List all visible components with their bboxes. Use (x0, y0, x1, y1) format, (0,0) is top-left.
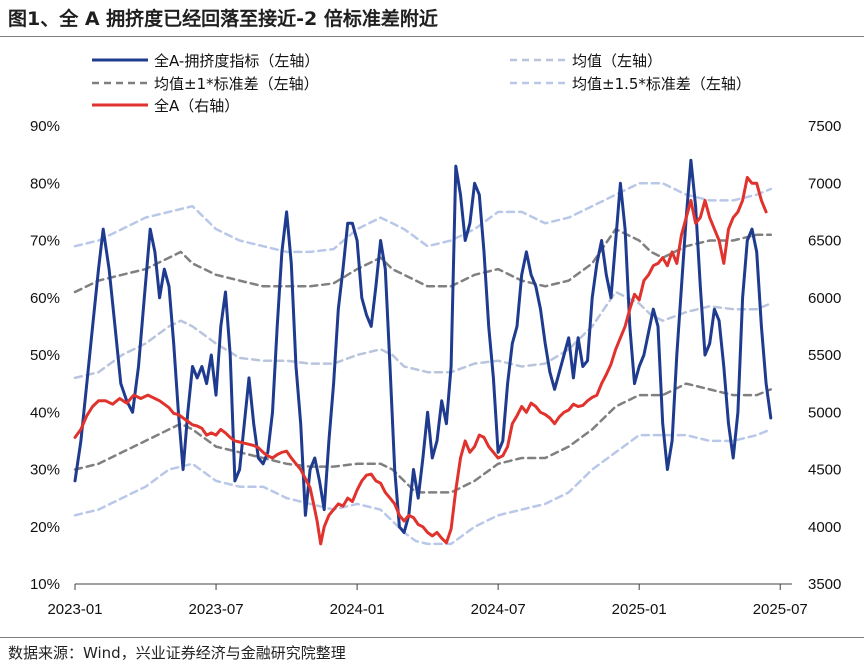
y-right-tick-label: 5500 (808, 347, 841, 364)
y-right-tick-label: 6000 (808, 290, 841, 307)
y-right-tick-label: 5000 (808, 404, 841, 421)
legend-label-std1: 均值±1*标准差（左轴） (154, 75, 319, 93)
footer-divider (0, 637, 864, 638)
y-right-tick-label: 6500 (808, 233, 841, 250)
y-left-tick-label: 20% (30, 519, 60, 536)
series-group (73, 158, 773, 546)
y-right-tick-label: 4500 (808, 462, 841, 479)
y-left-tick-label: 60% (30, 290, 60, 307)
title-divider (0, 36, 864, 37)
x-tick-label: 2023-07 (189, 601, 244, 618)
y-left-tick-label: 90% (30, 118, 60, 135)
y-right-tick-label: 7000 (808, 175, 841, 192)
std1-lower-series-line (73, 382, 773, 494)
std15-upper-series-line (73, 182, 773, 254)
axes-group: 10% 20% 30% 40% 50% 60% 70% 80% 90% 3500 4000 4500 5… (30, 118, 841, 618)
data-source: 数据来源：Wind，兴业证券经济与金融研究院整理 (8, 644, 346, 662)
x-tick-label: 2025-01 (612, 601, 667, 618)
mean-series-line (73, 290, 773, 380)
y-right-tick-label: 3500 (808, 576, 841, 593)
y-left-tick-label: 30% (30, 462, 60, 479)
y-left-tick-label: 80% (30, 175, 60, 192)
y-right-tick-label: 7500 (808, 118, 841, 135)
y-right-tick-label: 4000 (808, 519, 841, 536)
legend: 全A-拥挤度指标（左轴） 均值（左轴） 均值±1*标准差（左轴） 均值±1.5*标准差… (92, 52, 751, 115)
legend-label-index: 全A（右轴） (154, 97, 239, 115)
chart-title: 图1、全 A 拥挤度已经回落至接近-2 倍标准差附近 (8, 8, 438, 30)
x-tick-label: 2024-01 (330, 601, 385, 618)
y-left-tick-label: 40% (30, 404, 60, 421)
chart: 10% 20% 30% 40% 50% 60% 70% 80% 90% 3500 4000 4500 5… (30, 52, 841, 618)
legend-label-mean: 均值（左轴） (572, 52, 662, 70)
y-left-tick-label: 10% (30, 576, 60, 593)
legend-label-crowding: 全A-拥挤度指标（左轴） (154, 52, 319, 70)
x-tick-label: 2024-07 (471, 601, 526, 618)
y-left-tick-label: 70% (30, 233, 60, 250)
x-tick-label: 2023-01 (47, 601, 102, 618)
std15-lower-series-line (73, 428, 773, 546)
y-left-tick-label: 50% (30, 347, 60, 364)
std1-upper-series-line (73, 227, 773, 294)
crowding-series-line (73, 158, 773, 534)
index-series-line (73, 176, 768, 546)
legend-label-std15: 均值±1.5*标准差（左轴） (572, 75, 751, 93)
x-tick-label: 2025-07 (753, 601, 808, 618)
